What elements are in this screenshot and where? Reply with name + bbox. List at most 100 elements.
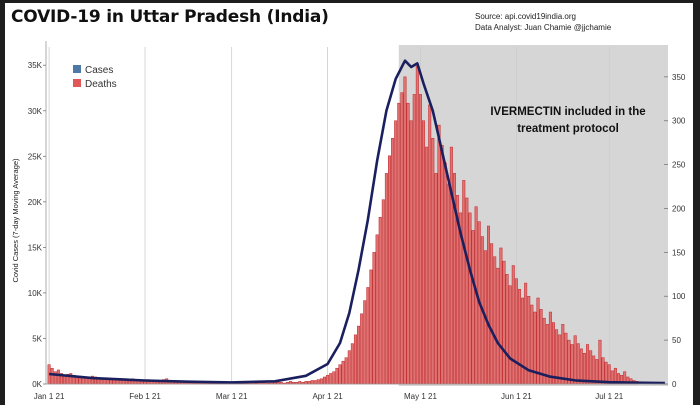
deaths-bar	[369, 269, 373, 385]
legend-swatch-deaths	[73, 79, 81, 87]
deaths-bar	[406, 102, 410, 385]
deaths-bar	[502, 260, 506, 385]
x-tick-label: May 1 21	[404, 392, 437, 401]
left-tick-label: 5K	[32, 334, 42, 343]
deaths-bar	[363, 300, 367, 385]
x-tick-label: Apr 1 21	[312, 392, 343, 401]
deaths-bar	[582, 353, 586, 385]
deaths-bar	[418, 94, 422, 385]
deaths-bar	[514, 278, 518, 385]
deaths-bar	[511, 265, 515, 385]
deaths-bar	[381, 199, 385, 385]
deaths-bar	[521, 297, 525, 385]
deaths-bar	[437, 124, 441, 385]
deaths-bar	[87, 378, 91, 385]
deaths-bar	[335, 367, 339, 385]
deaths-bar	[446, 183, 450, 385]
deaths-bar	[493, 256, 497, 385]
deaths-bar	[505, 274, 509, 385]
deaths-bar	[567, 339, 571, 385]
deaths-bar	[341, 360, 345, 385]
legend-swatch-cases	[73, 65, 81, 73]
deaths-bar	[415, 66, 419, 385]
annotation-line: IVERMECTIN included in the	[490, 106, 645, 118]
deaths-bar	[592, 355, 596, 385]
deaths-bar	[552, 322, 555, 385]
x-tick-label: Feb 1 21	[129, 392, 161, 401]
deaths-bar	[425, 146, 429, 385]
deaths-bar	[589, 350, 593, 385]
left-tick-label: 0K	[32, 380, 42, 389]
deaths-bar	[372, 252, 376, 385]
deaths-bar	[347, 350, 351, 385]
deaths-bar	[499, 247, 503, 385]
deaths-bar	[316, 379, 320, 385]
deaths-bar	[310, 380, 314, 385]
deaths-bar	[124, 380, 128, 385]
deaths-bar	[360, 313, 364, 385]
deaths-bar	[601, 357, 605, 385]
deaths-bar	[50, 367, 54, 385]
shaded-region	[398, 45, 668, 386]
left-tick-label: 25K	[28, 152, 43, 161]
deaths-bar	[326, 374, 330, 385]
deaths-bar	[570, 344, 574, 385]
deaths-bar	[598, 339, 602, 385]
annotation-line: treatment protocol	[517, 123, 619, 135]
deaths-bar	[81, 377, 85, 385]
right-tick-label: 200	[672, 204, 686, 213]
analyst-text: Data Analyst: Juan Chamie @jjchamie	[475, 23, 612, 32]
x-tick-label: Jan 1 21	[34, 392, 65, 401]
deaths-bar	[517, 288, 521, 385]
left-tick-label: 10K	[28, 289, 43, 298]
deaths-bar	[558, 334, 562, 385]
deaths-bar	[391, 138, 395, 385]
deaths-bar	[564, 332, 568, 385]
deaths-bar	[56, 369, 60, 385]
deaths-bar	[462, 180, 466, 385]
left-tick-label: 35K	[28, 61, 43, 70]
chart-title: COVID-19 in Uttar Pradesh (India)	[11, 7, 329, 27]
deaths-bar	[471, 230, 475, 385]
deaths-bar	[561, 324, 565, 385]
deaths-bar	[403, 76, 407, 385]
deaths-bar	[428, 104, 432, 385]
deaths-bar	[409, 120, 413, 385]
cases-line	[48, 59, 665, 385]
right-tick-label: 0	[672, 380, 677, 389]
deaths-bar	[573, 335, 577, 385]
deaths-bar	[353, 334, 357, 385]
deaths-bar	[508, 285, 512, 385]
deaths-bar	[118, 380, 122, 385]
right-tick-label: 100	[672, 292, 686, 301]
right-tick-label: 250	[672, 161, 686, 170]
x-tick-label: Mar 1 21	[216, 392, 248, 401]
deaths-bar	[449, 146, 453, 385]
deaths-bar	[548, 311, 552, 385]
deaths-bar	[375, 234, 379, 385]
chart-svg: 0K 5K 10K 15K 20K 25K 30K 35K 0 50 100 150 200 250 300…	[11, 41, 686, 401]
deaths-bar	[397, 102, 401, 385]
chart-frame: COVID-19 in Uttar Pradesh (India) Source…	[5, 3, 693, 405]
deaths-bar	[313, 380, 317, 385]
deaths-bar	[394, 120, 398, 385]
deaths-bar	[555, 329, 559, 385]
right-tick-label: 300	[672, 117, 686, 126]
x-tick-label: Jul 1 21	[595, 392, 624, 401]
deaths-bar	[332, 371, 336, 385]
deaths-bar	[366, 287, 370, 385]
deaths-bar	[465, 197, 469, 385]
deaths-bar	[378, 217, 382, 385]
left-axis-title: Covid Cases (7-day Moving Average)	[11, 158, 20, 283]
deaths-bar	[412, 94, 416, 385]
deaths-bar	[490, 243, 494, 385]
deaths-bar	[323, 376, 327, 385]
right-tick-label: 150	[672, 248, 686, 257]
deaths-bar	[579, 348, 583, 385]
right-tick-label: 50	[672, 336, 681, 345]
deaths-bar	[400, 92, 404, 385]
deaths-bar	[487, 225, 491, 385]
left-tick-label: 15K	[28, 243, 43, 252]
deaths-bar	[422, 120, 426, 385]
deaths-bar	[387, 155, 391, 385]
